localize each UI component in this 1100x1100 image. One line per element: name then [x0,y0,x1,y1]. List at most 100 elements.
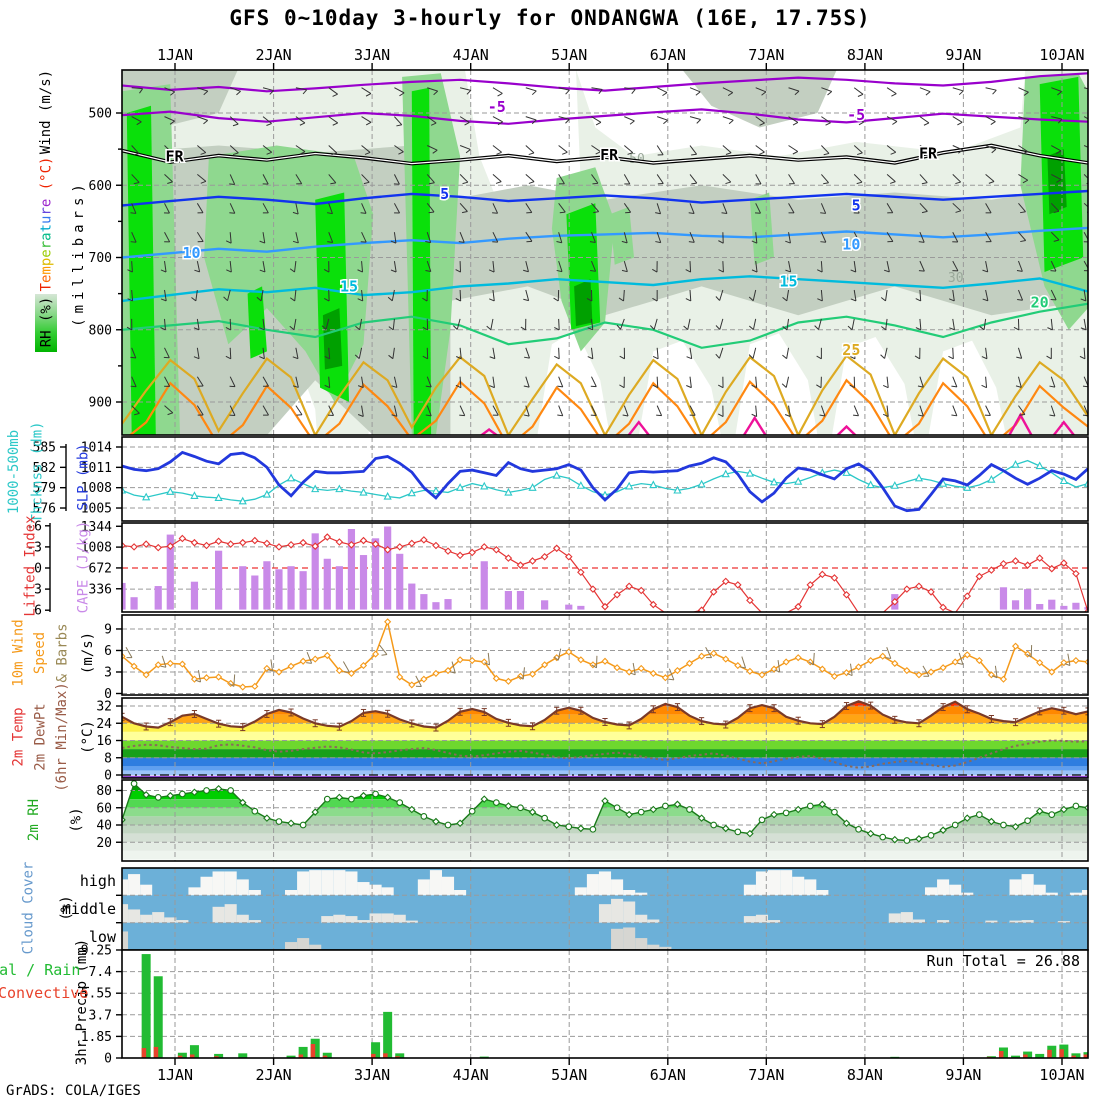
li-cape-panel [122,523,1088,612]
svg-text:32: 32 [96,700,112,715]
x-axis-label-bottom: 8JAN [847,1066,883,1084]
axis-label-thck2: Thcknss (dm) [29,421,46,523]
slp-line [122,450,1088,513]
x-axis-label-top: 7JAN [748,46,784,64]
contour-temp20 [122,302,1088,349]
svg-text:5: 5 [852,196,861,214]
contour-temp5 [122,189,1088,207]
axis-label-thck1: 1000-500mb [6,429,23,515]
slp-thickness-panel [122,437,1088,521]
axis-label-li: Lifted Index [22,515,39,617]
svg-text:5.55: 5.55 [81,987,112,1002]
cloud-row-high: high [80,872,116,890]
precip-legend-convective: Convective [0,984,89,1002]
svg-text:600: 600 [89,179,112,194]
run-total-label: Run Total = 26.88 [926,952,1080,970]
svg-text:80: 80 [96,784,112,799]
svg-text:1005: 1005 [81,502,112,517]
svg-text:585: 585 [33,441,56,456]
svg-text:579: 579 [33,481,56,496]
cloud-middle [122,898,1070,923]
cloud-low [122,927,672,950]
x-axis-label-bottom: 4JAN [453,1066,489,1084]
x-axis-label-top: 4JAN [453,46,489,64]
cape-bars [122,526,1088,610]
svg-text:336: 336 [89,582,112,597]
axis-label-temperature: Temperature (°C) [37,156,54,292]
axis-label-degc: (°C) [79,720,96,754]
axis-label-cloud: Cloud Cover [19,861,36,955]
x-axis-label-bottom: 10JAN [1039,1066,1084,1084]
svg-text:700: 700 [89,251,112,266]
svg-text:-5: -5 [488,98,506,116]
svg-text:0: 0 [104,1052,112,1067]
svg-text:10: 10 [183,244,201,262]
svg-text:6: 6 [34,604,42,619]
temp2m-panel [122,698,1088,778]
svg-text:0: 0 [104,687,112,702]
contour-temp30 [128,378,1088,435]
svg-text:576: 576 [33,502,56,517]
x-axis-label-bottom: 6JAN [650,1066,686,1084]
x-axis-label-top: 5JAN [551,46,587,64]
svg-text:7.4: 7.4 [89,965,113,980]
fr-label: FR [165,147,184,165]
svg-text:3: 3 [104,665,112,680]
axis-label-wind_ms: Wind (m/s) [38,69,55,155]
svg-text:60: 60 [96,801,112,816]
precip-panel [122,950,1088,1058]
axis-label-t2a: 2m Temp [10,707,27,767]
svg-text:3.7: 3.7 [89,1008,112,1023]
x-axis-label-bottom: 9JAN [945,1066,981,1084]
x-axis-label-bottom: 5JAN [551,1066,587,1084]
svg-text:5: 5 [440,185,449,203]
svg-text:3: 3 [34,583,42,598]
axis-label-slp: SLP (mb) [75,443,92,511]
x-axis-label-top: 10JAN [1039,46,1084,64]
axis-label-rh2: 2m RH [26,798,43,842]
svg-text:-5: -5 [847,106,865,124]
x-axis-label-top: 1JAN [157,46,193,64]
svg-text:25: 25 [842,341,860,359]
axis-label-t2c: (6hr Min/Max) [53,682,70,792]
axis-label-pct2: (%) [58,895,75,921]
rh2m-panel [122,780,1088,861]
axis-label-w10b: Speed [32,631,49,675]
precip-convective-bars [141,1043,1088,1058]
rh-shading-legend [35,294,57,352]
svg-text:1014: 1014 [81,441,112,456]
axis-label-precip3: 3hr Precip (mm) [74,938,91,1066]
wind10m-panel [122,615,1088,695]
x-axis-label-top: 2JAN [256,46,292,64]
wind-barbs-10m [125,644,1071,687]
svg-text:-6: -6 [26,519,42,534]
svg-text:9.25: 9.25 [81,943,112,958]
x-axis-label-top: 6JAN [650,46,686,64]
svg-text:0: 0 [34,561,42,576]
svg-text:900: 900 [89,396,112,411]
x-axis-label-top: 8JAN [847,46,883,64]
svg-text:672: 672 [89,561,112,576]
x-axis-label-top: 9JAN [945,46,981,64]
svg-text:1011: 1011 [81,461,112,476]
dewpoint-line [122,739,1088,769]
cloud-row-middle: middle [62,900,116,918]
fr-label: FR [919,144,938,162]
svg-text:8: 8 [104,751,112,766]
svg-text:40: 40 [96,819,112,834]
svg-text:1008: 1008 [81,541,112,556]
svg-text:15: 15 [780,272,798,290]
x-axis-label-bottom: 2JAN [256,1066,292,1084]
x-axis-label-bottom: 1JAN [157,1066,193,1084]
x-axis-label-top: 3JAN [354,46,390,64]
contour-temp-10 [122,72,1088,93]
contour-temp25 [122,354,1088,435]
svg-text:1008: 1008 [81,481,112,496]
x-axis-label-bottom: 3JAN [354,1066,390,1084]
svg-text:24: 24 [96,717,112,732]
x-axis-label-bottom: 7JAN [748,1066,784,1084]
cloud-high [122,870,1088,896]
contour-temp-5 [122,108,1088,125]
